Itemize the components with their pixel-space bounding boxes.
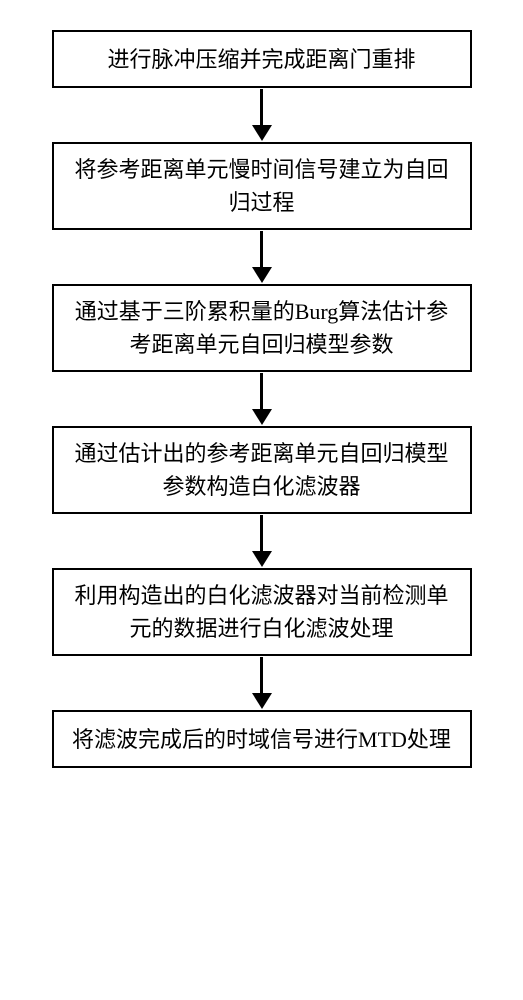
arrow-line-icon [260, 89, 263, 125]
arrow-2-3 [252, 230, 272, 284]
arrow-5-6 [252, 656, 272, 710]
flow-step-2: 将参考距离单元慢时间信号建立为自回归过程 [52, 142, 472, 230]
arrow-3-4 [252, 372, 272, 426]
arrow-4-5 [252, 514, 272, 568]
flow-step-1-text: 进行脉冲压缩并完成距离门重排 [107, 43, 415, 76]
arrow-line-icon [260, 657, 263, 693]
flow-step-3: 通过基于三阶累积量的Burg算法估计参考距离单元自回归模型参数 [52, 284, 472, 372]
arrow-head-icon [252, 125, 272, 141]
flow-step-4-text: 通过估计出的参考距离单元自回归模型参数构造白化滤波器 [70, 437, 454, 503]
flow-step-5: 利用构造出的白化滤波器对当前检测单元的数据进行白化滤波处理 [52, 568, 472, 656]
flowchart-container: 进行脉冲压缩并完成距离门重排 将参考距离单元慢时间信号建立为自回归过程 通过基于… [0, 0, 523, 768]
arrow-head-icon [252, 409, 272, 425]
flow-step-5-text: 利用构造出的白化滤波器对当前检测单元的数据进行白化滤波处理 [70, 579, 454, 645]
flow-step-6: 将滤波完成后的时域信号进行MTD处理 [52, 710, 472, 768]
flow-step-2-text: 将参考距离单元慢时间信号建立为自回归过程 [70, 153, 454, 219]
arrow-line-icon [260, 515, 263, 551]
arrow-head-icon [252, 693, 272, 709]
arrow-head-icon [252, 267, 272, 283]
arrow-line-icon [260, 231, 263, 267]
flow-step-3-text: 通过基于三阶累积量的Burg算法估计参考距离单元自回归模型参数 [70, 295, 454, 361]
arrow-1-2 [252, 88, 272, 142]
flow-step-4: 通过估计出的参考距离单元自回归模型参数构造白化滤波器 [52, 426, 472, 514]
arrow-head-icon [252, 551, 272, 567]
flow-step-1: 进行脉冲压缩并完成距离门重排 [52, 30, 472, 88]
arrow-line-icon [260, 373, 263, 409]
flow-step-6-text: 将滤波完成后的时域信号进行MTD处理 [72, 723, 451, 756]
